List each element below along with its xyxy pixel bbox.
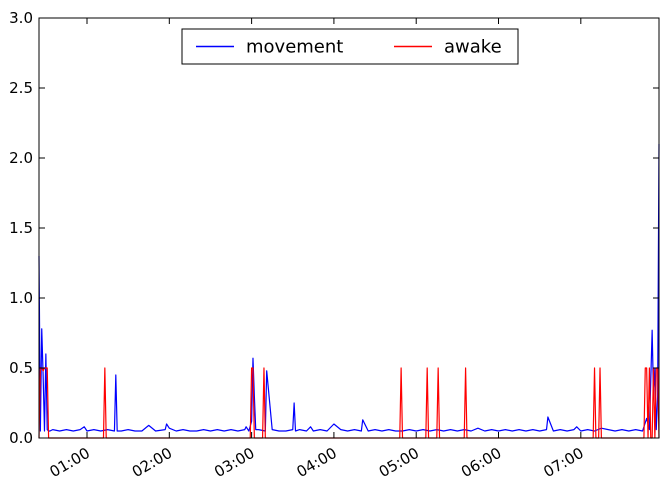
series-layer [38,143,660,439]
axes-layer: 0.0 0.5 1.0 1.5 2.0 2.5 3.0 01:00 02:00 03:00 04:0… [9,9,659,481]
series-line-movement [38,143,660,432]
plot-frame [38,17,660,439]
y-tick-label: 2.0 [9,149,33,167]
y-tick-label: 1.0 [9,289,33,307]
y-tick-label: 0.0 [9,429,33,447]
x-tick-label: 06:00 [458,444,504,481]
y-tick-label: 0.5 [9,359,33,377]
y-tick-label: 2.5 [9,79,33,97]
x-tick-label: 02:00 [129,444,175,481]
y-tick-label: 3.0 [9,9,33,27]
x-tick-label: 05:00 [376,444,422,481]
y-tick-label: 1.5 [9,219,33,237]
legend-label-awake: awake [444,37,502,58]
series-line-awake [38,367,660,439]
legend: movement awake [181,28,519,65]
x-tick-label: 01:00 [47,444,93,481]
x-tick-label: 04:00 [293,444,339,481]
legend-box [181,28,519,65]
x-tick-label: 07:00 [540,444,586,481]
x-tick-label: 03:00 [211,444,257,481]
legend-label-movement: movement [246,37,343,58]
